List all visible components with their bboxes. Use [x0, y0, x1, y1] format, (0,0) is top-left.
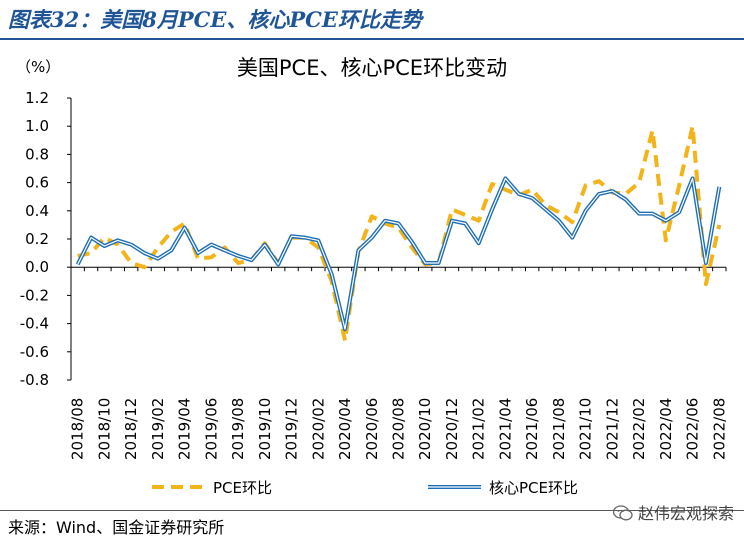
watermark-text: 赵伟宏观探索 — [637, 504, 734, 523]
source-note: 来源：Wind、国金证券研究所 — [8, 518, 225, 537]
y-tick-label: -0.8 — [20, 371, 49, 389]
x-tick-label: 2021/12 — [603, 398, 621, 460]
x-tick-label: 2020/04 — [336, 398, 354, 460]
chart-title: 美国PCE、核心PCE环比变动 — [237, 56, 507, 80]
x-tick-label: 2020/02 — [309, 398, 327, 460]
y-tick-label: -0.2 — [20, 286, 49, 304]
x-tick-label: 2022/08 — [710, 398, 728, 460]
series-line-core-pce — [75, 176, 722, 332]
x-tick-label: 2021/06 — [523, 398, 541, 460]
y-tick-label: 0.4 — [25, 202, 49, 220]
x-tick-label: 2018/12 — [122, 398, 140, 460]
title-divider — [0, 38, 744, 40]
legend-label-core-pce: 核心PCE环比 — [489, 479, 578, 497]
y-tick-label: 0.8 — [25, 145, 49, 163]
x-tick-label: 2022/04 — [657, 398, 675, 460]
x-tick-label: 2018/10 — [95, 398, 113, 460]
x-tick-label: 2019/04 — [176, 398, 194, 460]
source-divider — [0, 510, 744, 511]
figure-title: 图表32：美国8月PCE、核心PCE环比走势 — [8, 7, 422, 32]
x-tick-label: 2021/02 — [470, 398, 488, 460]
x-tick-label: 2020/08 — [390, 398, 408, 460]
series-line-core-pce-inner — [77, 177, 720, 330]
x-tick-label: 2020/10 — [416, 398, 434, 460]
y-tick-label: 0.2 — [25, 230, 49, 248]
x-tick-label: 2020/06 — [363, 398, 381, 460]
y-tick-label: 1.2 — [25, 89, 49, 107]
axes: 1.2 1.0 0.8 0.6 0.4 0.2 0.0 -0.2 -0.4 -0.6 -0.8 201… — [20, 89, 729, 460]
x-tick-label: 2018/08 — [69, 398, 87, 460]
x-tick-label: 2021/04 — [496, 398, 514, 460]
y-tick-label: 0.0 — [25, 258, 49, 276]
x-tick-label: 2019/06 — [202, 398, 220, 460]
series-group — [75, 124, 722, 343]
x-tick-label: 2019/12 — [283, 398, 301, 460]
x-tick-label: 2020/12 — [443, 398, 461, 460]
y-tick-label: -0.6 — [20, 343, 49, 361]
series-line-pce — [77, 124, 722, 343]
unit-label: （%） — [16, 58, 60, 76]
y-tick-label: -0.4 — [20, 315, 49, 333]
x-tick-label: 2021/08 — [550, 398, 568, 460]
wechat-icon — [612, 505, 633, 521]
y-tick-label: 1.0 — [25, 117, 49, 135]
watermark: 赵伟宏观探索 — [612, 500, 734, 524]
line-chart: 美国PCE、核心PCE环比变动 （%） 1.2 1.0 0.8 0.6 0.4 0.2 0.… — [16, 56, 729, 497]
x-tick-label: 2021/10 — [577, 398, 595, 460]
y-tick-label: 0.6 — [25, 174, 49, 192]
x-tick-label: 2019/02 — [149, 398, 167, 460]
x-tick-label: 2019/10 — [256, 398, 274, 460]
legend: PCE环比 核心PCE环比 — [152, 479, 578, 497]
legend-label-pce: PCE环比 — [213, 479, 272, 497]
x-tick-label: 2022/06 — [684, 398, 702, 460]
x-tick-label: 2019/08 — [229, 398, 247, 460]
x-tick-label: 2022/02 — [630, 398, 648, 460]
